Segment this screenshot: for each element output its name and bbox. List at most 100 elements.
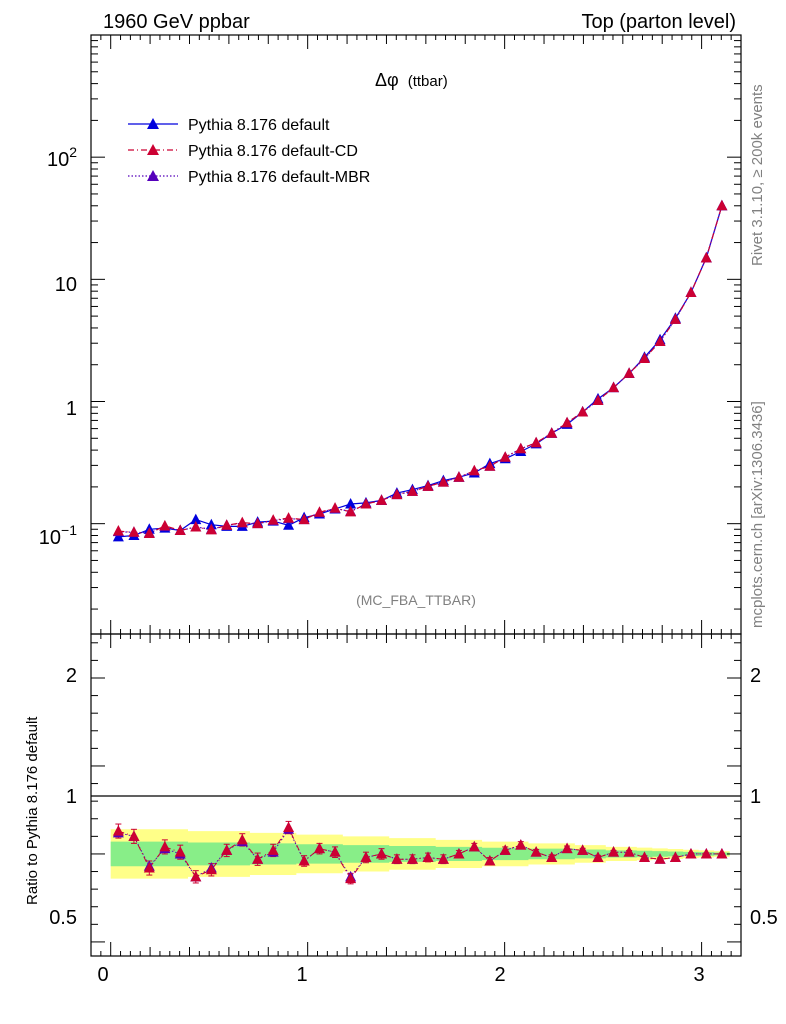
data-point-s1-21	[437, 476, 449, 487]
ratio-y-tick-2-right: 2	[750, 665, 761, 687]
ratio-point-cd-8	[236, 833, 248, 845]
legend-label-cd: Pythia 8.176 default-CD	[188, 143, 358, 160]
x-tick-label-0: 0	[97, 964, 108, 986]
y-tick-label-0-exp: −1	[61, 522, 77, 538]
ratio-point-cd-20	[422, 851, 434, 862]
ratio-point-cd-29	[561, 842, 573, 854]
ratio-point-cd-18	[391, 853, 403, 864]
ratio-y-tick-2-left: 2	[66, 665, 77, 687]
data-point-s1-22	[453, 471, 465, 482]
ratio-point-cd-4	[174, 846, 186, 857]
legend-marker-default	[147, 118, 159, 129]
main-series-group	[112, 199, 728, 542]
ratio-point-cd-11	[283, 821, 295, 833]
ratio-point-cd-34	[638, 851, 650, 862]
data-point-s1-17	[376, 494, 388, 505]
data-point-s1-2	[143, 527, 155, 539]
legend-label-default: Pythia 8.176 default	[188, 117, 330, 134]
data-point-s1-7	[221, 519, 233, 530]
data-point-s0-5	[190, 513, 202, 525]
data-point-s1-15	[345, 505, 357, 517]
data-point-s1-27	[530, 436, 542, 448]
ratio-point-cd-17	[376, 847, 388, 859]
data-point-s1-10	[267, 514, 279, 525]
legend-item-default: Pythia 8.176 default	[128, 117, 330, 134]
ratio-point-cd-35	[654, 853, 666, 864]
ratio-plot-frame	[90, 633, 742, 957]
main-title: Δφ (ttbar)	[375, 70, 448, 90]
legend-label-mbr: Pythia 8.176 default-MBR	[188, 169, 370, 186]
y-tick-label-2: 10	[55, 274, 77, 296]
ratio-point-cd-16	[360, 851, 372, 862]
ratio-point-cd-32	[608, 846, 620, 857]
y-tick-label-1: 1	[66, 398, 77, 420]
data-point-s1-28	[546, 427, 558, 438]
ratio-point-cd-7	[221, 844, 233, 855]
data-point-s1-34	[638, 352, 650, 363]
ratio-point-cd-13	[313, 842, 325, 854]
data-point-s1-12	[298, 513, 310, 525]
y-tick-label-3: 102	[47, 144, 77, 171]
data-point-s1-14	[329, 502, 341, 513]
data-point-s1-39	[716, 199, 728, 211]
y-tick-label-3-exp: 2	[69, 144, 77, 160]
y-tick-label-3-base: 10	[47, 149, 69, 171]
ratio-point-cd-9	[252, 853, 264, 864]
ratio-y-tick-05-left: 0.5	[49, 907, 77, 929]
data-point-s1-0	[112, 525, 124, 536]
data-point-s1-19	[406, 485, 418, 496]
ratio-y-tick-1-right: 1	[750, 786, 761, 808]
data-point-s1-18	[391, 488, 403, 500]
data-point-s1-31	[592, 394, 604, 405]
ratio-point-cd-21	[437, 853, 449, 864]
ratio-point-cd-15	[345, 872, 357, 884]
ratio-point-cd-38	[700, 847, 712, 859]
main-plot-panel: Δφ (ttbar) (MC_FBA_TTBAR) 10−1 1 10 102 …	[39, 34, 742, 635]
data-point-s1-26	[515, 442, 527, 454]
data-point-s1-25	[499, 451, 511, 462]
ratio-point-cd-5	[190, 870, 202, 882]
header-left: 1960 GeV ppbar	[103, 11, 250, 33]
ratio-series-group	[112, 820, 728, 885]
ratio-point-cd-10	[267, 844, 279, 855]
data-point-s0-11	[283, 519, 295, 530]
data-point-s1-4	[174, 524, 186, 535]
data-point-s1-16	[360, 497, 372, 509]
ratio-plot-panel: Ratio to Pythia 8.176 default 2 1 0.5 2 …	[24, 633, 778, 986]
ratio-point-cd-1	[128, 830, 140, 841]
ratio-axis-ticks	[90, 634, 742, 956]
data-point-s1-36	[669, 313, 681, 324]
data-point-s1-24	[484, 460, 496, 471]
ratio-point-cd-26	[515, 839, 527, 850]
rivet-label: Rivet 3.1.10, ≥ 200k events	[749, 84, 766, 266]
ratio-point-cd-27	[530, 846, 542, 857]
data-point-s1-20	[422, 480, 434, 491]
legend-item-cd: Pythia 8.176 default-CD	[128, 143, 358, 160]
data-point-s1-5	[190, 520, 202, 532]
legend-marker-mbr	[147, 170, 159, 181]
ratio-point-cd-6	[205, 863, 217, 875]
data-point-s1-8	[236, 516, 248, 528]
data-point-s1-3	[159, 519, 171, 531]
main-title-symbol: Δφ	[375, 70, 399, 90]
ratio-point-cd-25	[499, 844, 511, 855]
data-point-s1-35	[654, 335, 666, 346]
ratio-point-cd-39	[716, 847, 728, 859]
watermark: (MC_FBA_TTBAR)	[356, 592, 476, 608]
legend: Pythia 8.176 default Pythia 8.176 defaul…	[128, 117, 370, 186]
x-tick-label-1: 1	[296, 964, 307, 986]
ratio-point-cd-24	[484, 854, 496, 866]
header-right: Top (parton level)	[581, 11, 736, 33]
ratio-point-cd-30	[577, 844, 589, 855]
data-point-s1-29	[561, 416, 573, 428]
ratio-bands	[110, 829, 730, 879]
data-point-s1-1	[128, 526, 140, 537]
x-tick-label-2: 2	[494, 964, 505, 986]
data-point-s1-38	[700, 251, 712, 263]
main-axis-ticks	[90, 34, 742, 634]
data-point-s1-9	[252, 517, 264, 529]
ratio-point-cd-36	[669, 851, 681, 862]
data-point-s1-32	[608, 381, 620, 393]
ratio-point-cd-14	[329, 846, 341, 857]
